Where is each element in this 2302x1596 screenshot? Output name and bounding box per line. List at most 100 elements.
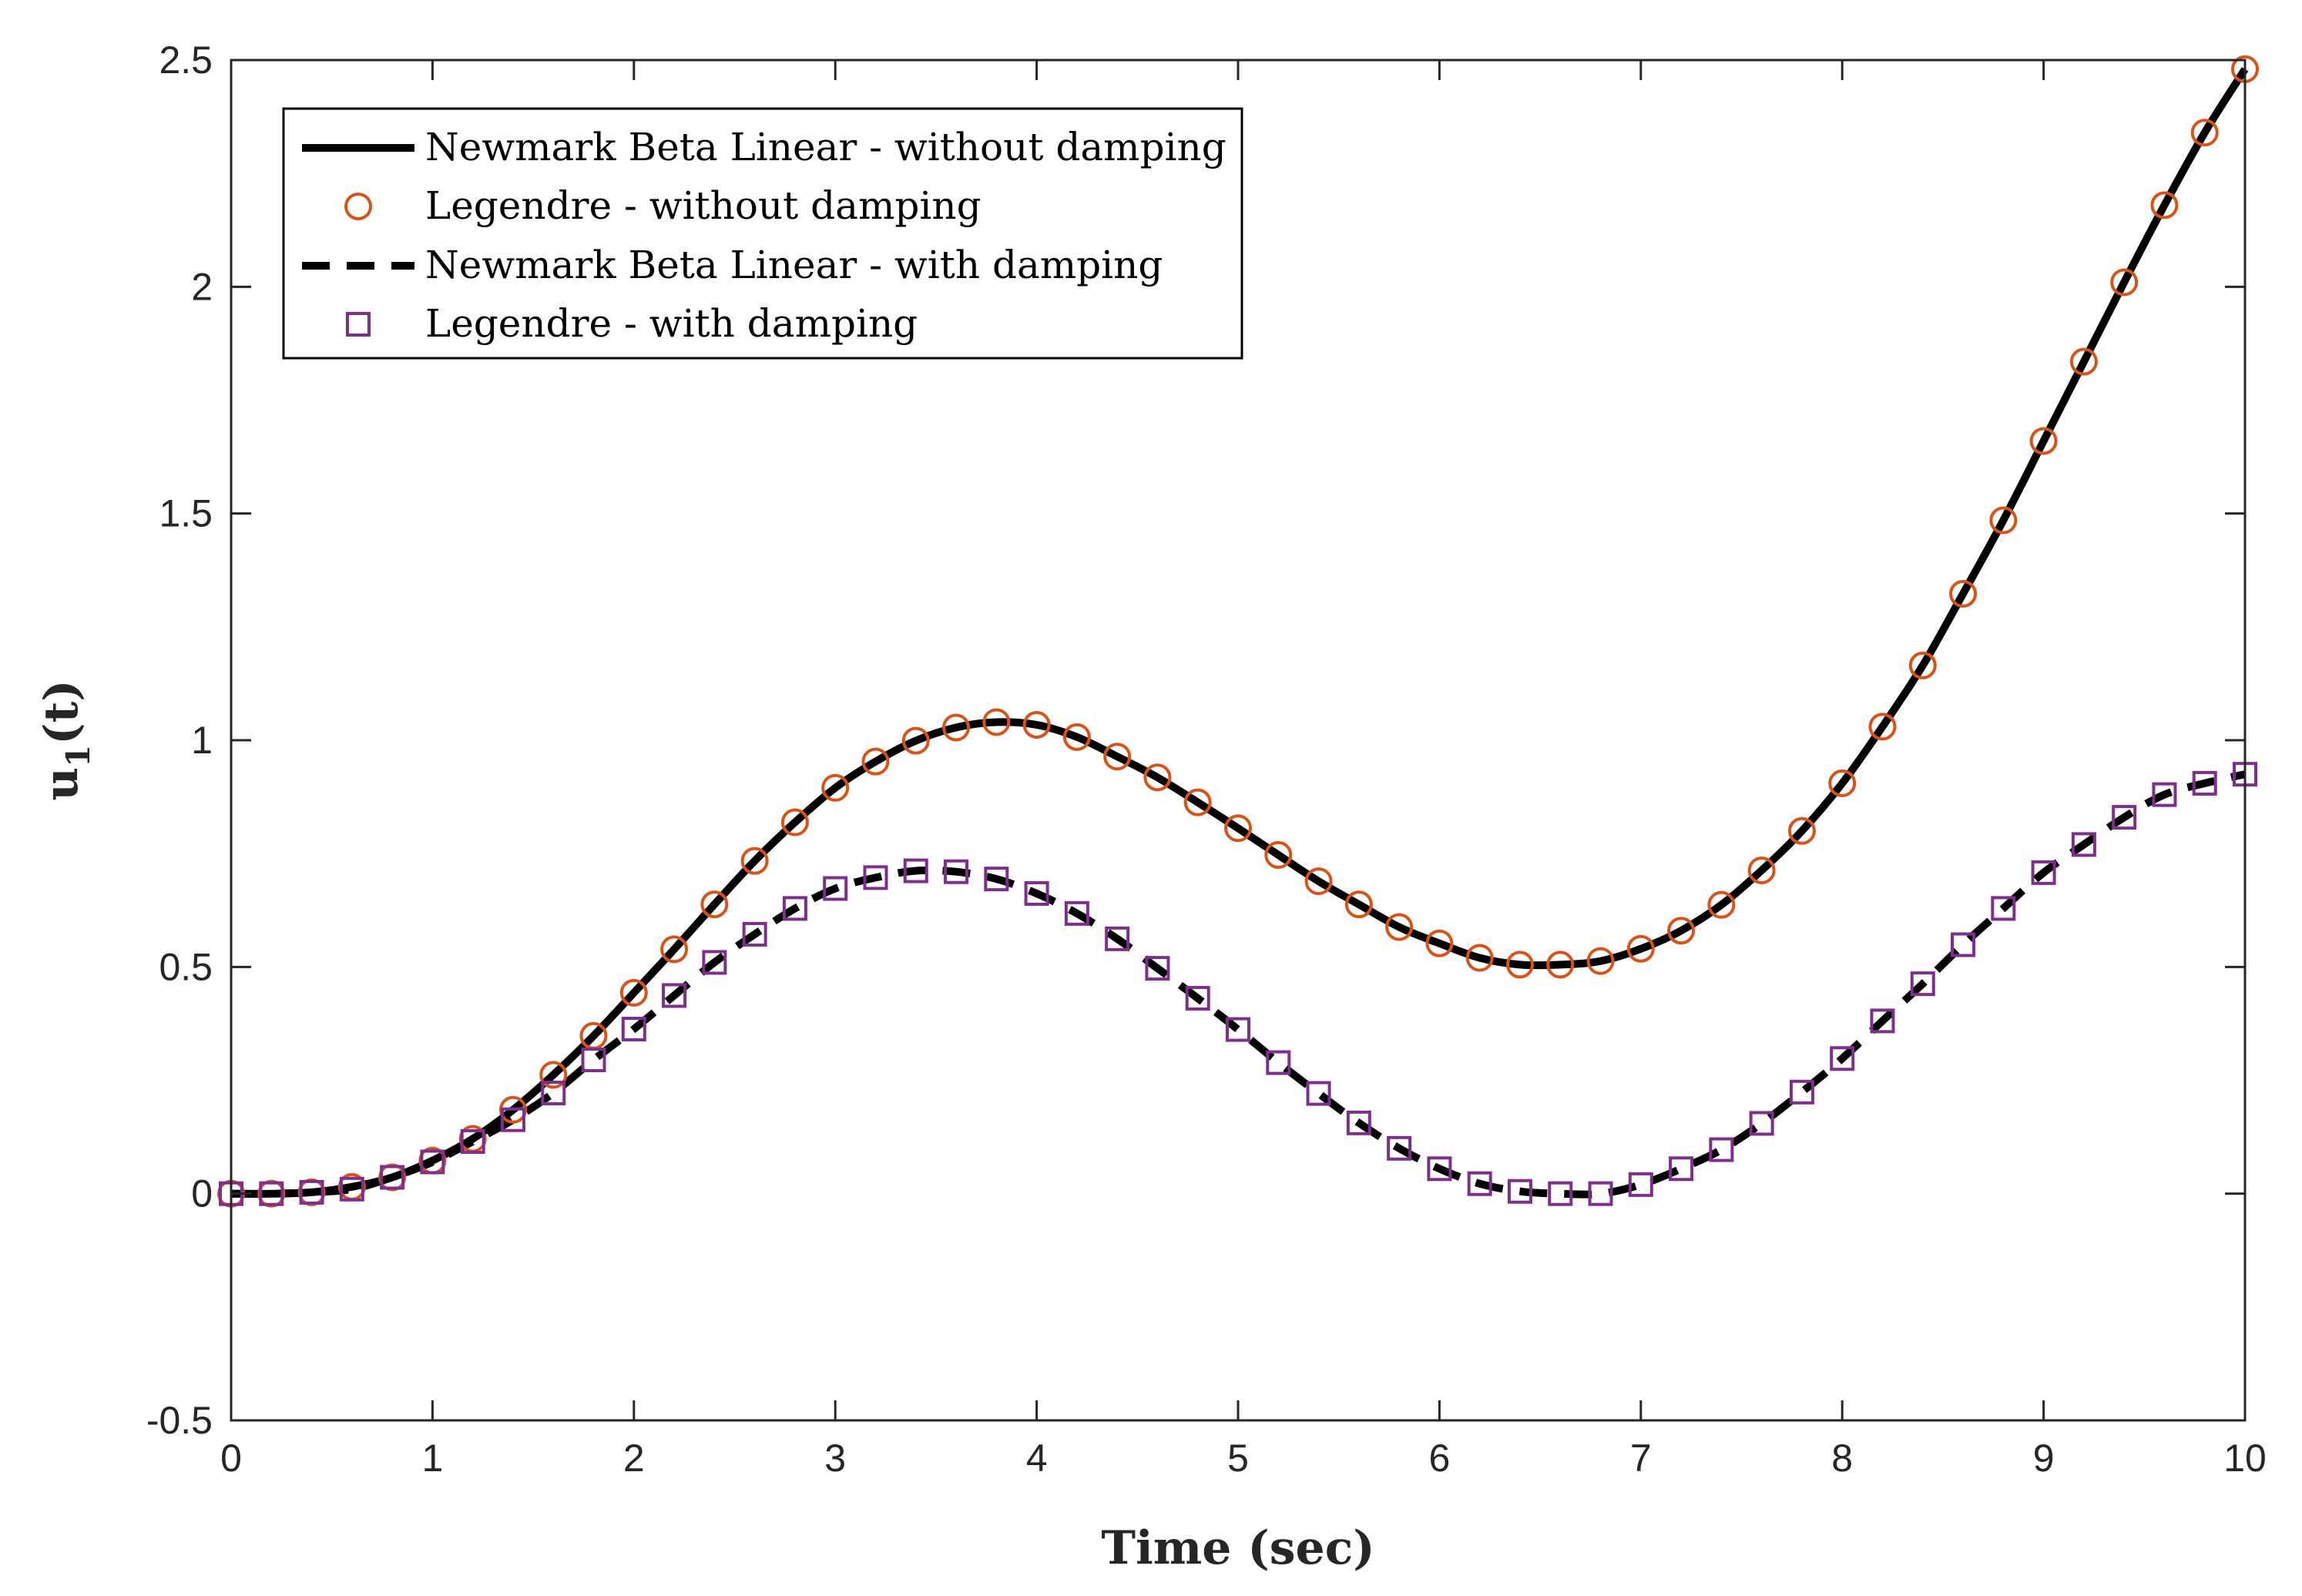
data-point-square: [662, 983, 687, 1008]
data-point-square: [581, 1048, 606, 1073]
data-point-circle: [2029, 427, 2058, 455]
data-point-square: [339, 1176, 364, 1202]
data-point-circle: [1344, 890, 1373, 919]
data-point-square: [1266, 1050, 1291, 1075]
y-tick-label: 1.5: [159, 492, 213, 535]
data-point-square: [299, 1179, 324, 1205]
data-point-square: [460, 1128, 485, 1154]
x-tick-label: 5: [1227, 1437, 1249, 1480]
data-point-square: [1064, 900, 1089, 926]
x-tick-label: 8: [1831, 1437, 1853, 1480]
x-axis-title: Time (sec): [1101, 1521, 1374, 1575]
data-point-circle: [1626, 934, 1655, 963]
y-tick-label: -0.5: [146, 1399, 213, 1442]
data-point-circle: [2150, 191, 2179, 220]
x-tick-label: 9: [2033, 1437, 2055, 1480]
plot-area: [217, 55, 2259, 1208]
data-point-square: [1306, 1081, 1331, 1106]
data-point-circle: [1586, 947, 1615, 975]
legend-circle-marker-icon: [344, 193, 372, 220]
data-point-square: [702, 950, 727, 975]
data-point-circle: [780, 808, 809, 837]
data-point-square: [782, 896, 807, 921]
legend-entry-legendre-with-damping: Legendre - with damping: [346, 301, 918, 346]
x-tick-label: 1: [421, 1437, 443, 1480]
data-point-square: [2192, 770, 2217, 796]
data-point-square: [2152, 782, 2177, 807]
y-axis-title-tail: (t): [35, 679, 89, 745]
data-point-square: [1910, 971, 1935, 997]
y-axis-title-main: u: [35, 767, 89, 801]
data-point-circle: [1989, 506, 2018, 535]
legend-box: [282, 107, 1243, 360]
data-point-square: [1588, 1181, 1613, 1206]
data-point-circle: [982, 708, 1011, 736]
x-tick-label: 3: [824, 1437, 846, 1480]
data-point-circle: [1747, 856, 1776, 884]
data-point-circle: [1787, 816, 1816, 845]
data-point-circle: [700, 890, 729, 919]
legend-label: Newmark Beta Linear - with damping: [425, 243, 1163, 287]
data-point-square: [1548, 1181, 1573, 1206]
data-point-square: [2112, 805, 2137, 830]
data-point-square: [1830, 1046, 1855, 1071]
data-point-square: [259, 1181, 284, 1206]
data-point-square: [742, 921, 767, 947]
data-point-square: [1709, 1137, 1734, 1162]
data-point-square: [1346, 1110, 1371, 1135]
data-point-square: [1991, 896, 2016, 921]
data-point-circle: [2190, 119, 2219, 147]
data-point-square: [1628, 1172, 1653, 1197]
data-point-circle: [1183, 788, 1212, 816]
data-point-square: [1226, 1017, 1250, 1042]
data-point-circle: [1304, 867, 1333, 896]
y-tick-label: 1: [191, 719, 213, 762]
data-point-circle: [1868, 712, 1897, 741]
data-point-circle: [1949, 579, 1978, 608]
data-point-circle: [619, 978, 648, 1007]
data-point-circle: [942, 713, 971, 742]
y-tick-label: 2: [191, 265, 213, 308]
data-point-square: [903, 858, 928, 884]
axis-ticks: 0 1 2 3 4 5 6 7 8 9 10-0.500.511.522.5: [146, 39, 2267, 1480]
data-point-square: [380, 1165, 405, 1190]
data-point-circle: [1425, 929, 1454, 957]
svg-text:u1(t): u1(t): [35, 679, 97, 800]
data-point-circle: [1385, 913, 1414, 941]
data-point-square: [1387, 1135, 1412, 1161]
x-tick-label: 6: [1428, 1437, 1450, 1480]
data-point-square: [500, 1107, 525, 1132]
legend-entry-newmark-with-damping: Newmark Beta Linear - with damping: [302, 243, 1163, 287]
data-point-circle: [1062, 723, 1091, 751]
data-point-square: [420, 1149, 445, 1175]
legend: Newmark Beta Linear - without damping Le…: [282, 107, 1243, 360]
data-point-circle: [660, 935, 689, 964]
legend-entry-newmark-without-damping: Newmark Beta Linear - without damping: [302, 125, 1227, 169]
data-point-square: [1507, 1179, 1532, 1204]
data-point-square: [621, 1016, 646, 1041]
data-point-circle: [1465, 944, 1494, 972]
data-point-circle: [1224, 814, 1252, 843]
data-point-square: [1669, 1156, 1694, 1182]
legend-label: Legendre - with damping: [425, 301, 918, 346]
data-point-circle: [901, 726, 930, 755]
y-axis-title: u1(t): [35, 679, 97, 800]
y-tick-label: 0.5: [159, 945, 213, 988]
data-point-circle: [2110, 268, 2139, 297]
x-tick-label: 10: [2223, 1437, 2267, 1480]
y-tick-label: 2.5: [159, 39, 213, 82]
data-point-square: [863, 865, 888, 890]
x-tick-label: 2: [623, 1437, 645, 1480]
data-point-circle: [1667, 917, 1696, 945]
x-tick-label: 4: [1026, 1437, 1048, 1480]
data-point-square: [541, 1080, 566, 1105]
data-point-square: [1749, 1111, 1774, 1136]
data-point-square: [823, 876, 848, 901]
data-point-square: [2071, 832, 2096, 857]
data-point-circle: [1828, 769, 1857, 797]
legend-label: Newmark Beta Linear - without damping: [425, 125, 1227, 169]
data-point-circle: [539, 1061, 568, 1089]
data-point-circle: [1707, 890, 1736, 919]
series-markers-legendre-with-damping: [219, 762, 2257, 1206]
